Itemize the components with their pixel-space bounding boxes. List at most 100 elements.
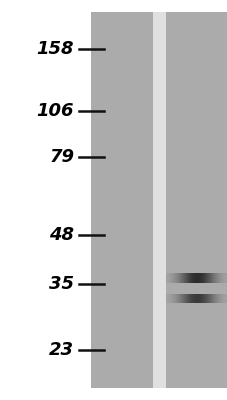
Bar xyxy=(214,294,215,302)
Bar xyxy=(198,294,199,302)
Bar xyxy=(213,273,214,283)
Bar xyxy=(194,273,195,283)
Bar xyxy=(191,294,192,302)
Bar xyxy=(200,294,201,302)
Bar xyxy=(197,294,198,302)
Bar xyxy=(202,273,203,283)
Bar xyxy=(195,273,196,283)
Bar xyxy=(222,273,223,283)
Bar xyxy=(220,273,221,283)
Bar xyxy=(210,294,211,302)
Bar xyxy=(211,273,212,283)
Bar xyxy=(190,273,191,283)
Bar xyxy=(215,294,216,302)
Bar xyxy=(179,273,180,283)
Bar xyxy=(226,294,227,302)
Bar xyxy=(207,294,208,302)
Bar xyxy=(191,273,192,283)
Text: 158: 158 xyxy=(37,40,74,58)
Bar xyxy=(184,273,185,283)
Bar xyxy=(177,294,178,302)
Bar xyxy=(225,273,226,283)
Bar xyxy=(193,294,194,302)
Bar xyxy=(188,273,189,283)
Bar xyxy=(217,273,218,283)
Bar xyxy=(186,273,187,283)
Bar xyxy=(182,273,183,283)
Bar xyxy=(203,273,204,283)
Bar xyxy=(175,294,176,302)
Bar xyxy=(91,12,152,388)
Bar xyxy=(180,273,181,283)
Bar xyxy=(172,294,173,302)
Bar xyxy=(167,294,168,302)
Bar xyxy=(176,273,177,283)
Bar xyxy=(171,294,172,302)
Bar xyxy=(198,273,199,283)
Bar xyxy=(183,294,184,302)
Bar xyxy=(168,273,169,283)
Bar xyxy=(216,273,217,283)
Bar xyxy=(187,294,188,302)
Bar xyxy=(179,294,180,302)
Bar xyxy=(188,294,189,302)
Bar xyxy=(216,294,217,302)
Bar xyxy=(224,294,225,302)
Text: 48: 48 xyxy=(49,226,74,244)
Bar xyxy=(166,294,167,302)
Bar xyxy=(197,273,198,283)
Bar xyxy=(184,294,185,302)
Bar xyxy=(192,294,193,302)
Bar xyxy=(167,273,168,283)
Bar xyxy=(0,0,91,400)
Bar xyxy=(176,294,177,302)
Bar xyxy=(196,294,197,302)
Bar xyxy=(199,294,200,302)
Text: 79: 79 xyxy=(49,148,74,166)
Bar xyxy=(173,294,174,302)
Bar xyxy=(226,273,227,283)
Bar xyxy=(209,294,210,302)
Bar xyxy=(202,294,203,302)
Bar xyxy=(187,273,188,283)
Bar xyxy=(185,294,186,302)
Bar xyxy=(217,294,218,302)
Bar xyxy=(224,273,225,283)
Bar xyxy=(169,273,170,283)
Bar xyxy=(192,273,193,283)
Bar xyxy=(181,273,182,283)
Bar xyxy=(225,294,226,302)
Bar xyxy=(201,273,202,283)
Bar xyxy=(208,273,209,283)
Bar xyxy=(186,294,187,302)
Bar xyxy=(215,273,216,283)
Bar xyxy=(170,294,171,302)
Bar xyxy=(180,294,181,302)
Bar xyxy=(204,294,205,302)
Bar xyxy=(185,273,186,283)
Bar xyxy=(174,273,175,283)
Bar xyxy=(182,294,183,302)
Bar xyxy=(199,273,200,283)
Bar xyxy=(219,294,220,302)
Bar xyxy=(195,294,196,302)
Bar xyxy=(189,294,190,302)
Bar xyxy=(221,273,222,283)
Bar xyxy=(207,273,208,283)
Bar xyxy=(206,273,207,283)
Bar xyxy=(172,273,173,283)
Bar xyxy=(178,273,179,283)
Bar xyxy=(194,294,195,302)
Bar xyxy=(168,294,169,302)
Bar xyxy=(212,294,213,302)
Bar xyxy=(218,294,219,302)
Bar xyxy=(222,294,223,302)
Bar xyxy=(196,273,197,283)
Bar xyxy=(171,273,172,283)
Bar xyxy=(206,294,207,302)
Bar xyxy=(220,294,221,302)
Bar xyxy=(210,273,211,283)
Bar xyxy=(190,294,191,302)
Bar xyxy=(189,273,190,283)
Bar xyxy=(223,273,224,283)
